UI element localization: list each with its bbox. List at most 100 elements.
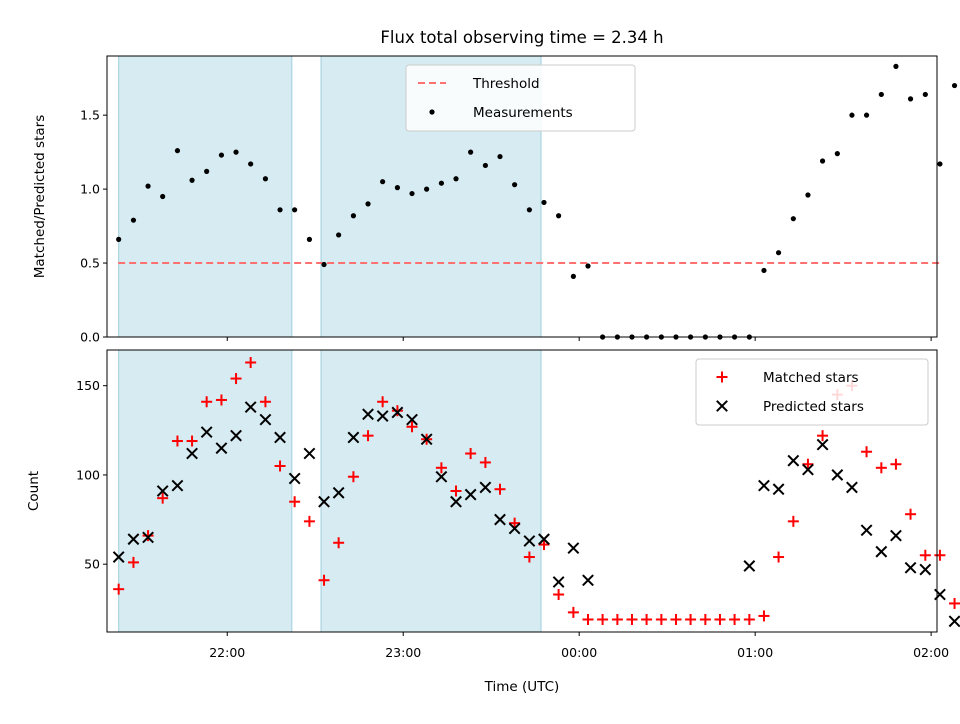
bottom-point-x-8: [230, 429, 242, 442]
bottom-point-x-36-b: [787, 454, 800, 467]
bottom-point-x-27: [508, 522, 521, 535]
bottom-point-x-6: [200, 426, 213, 439]
bottom-point-plus-18: [377, 396, 389, 408]
bottom-point-x-33-b: [743, 560, 756, 572]
bottom-point-x-46-b: [934, 588, 946, 601]
bottom-point-x-4-b: [171, 479, 184, 492]
bottom-point-x-11: [274, 431, 286, 444]
bottom-point-x-10: [259, 413, 272, 426]
bottom-point-x-6-b: [200, 426, 213, 439]
bottom-point-x-1-b: [127, 533, 140, 546]
bottom-point-plus-2: [142, 530, 154, 542]
bottom-axes-frame: [106, 349, 938, 633]
top-point-dot-52: [878, 91, 884, 98]
top-point-dot-24: [468, 149, 474, 155]
top-point-dot-29: [541, 199, 547, 206]
top-axes-frame: [106, 55, 938, 338]
bottom-point-plus-44: [758, 610, 770, 622]
bottom-point-x-25: [479, 481, 492, 494]
bottom-point-x-7: [215, 442, 228, 455]
bottom-point-x-41-b: [860, 524, 873, 537]
top-legend-swatch-1: [429, 109, 435, 115]
top-point-dot-20: [409, 190, 415, 197]
bottom-point-x-43: [890, 529, 902, 542]
bottom-point-x-38: [816, 438, 829, 451]
bottom-y-tick-label-1: 100: [76, 467, 100, 482]
top-point-dot-17: [365, 201, 371, 207]
top-point-dot-48: [819, 158, 826, 164]
bottom-point-plus-20: [406, 421, 418, 433]
top-point-dot-5: [189, 177, 195, 183]
bottom-point-x-14: [318, 495, 330, 508]
bottom-point-plus-37: [655, 614, 667, 626]
bottom-point-x-34: [758, 479, 770, 492]
bottom-point-plus-48: [817, 430, 829, 442]
top-point-dot-49: [834, 151, 840, 157]
bottom-point-plus-55: [919, 549, 931, 561]
bottom-point-plus-52: [875, 462, 887, 474]
bottom-point-plus-34: [611, 614, 623, 626]
bottom-point-plus-32: [582, 614, 594, 626]
top-point-dot-32: [585, 263, 591, 269]
bottom-point-x-14-b: [318, 495, 330, 508]
bottom-point-x-45-b: [919, 563, 932, 576]
top-point-dot-30: [556, 213, 562, 219]
bottom-point-plus-15: [333, 537, 345, 549]
x-axis-label: Time (UTC): [484, 679, 560, 695]
bottom-y-tick-label-0: 50: [84, 557, 100, 572]
bottom-point-x-46: [934, 588, 946, 601]
bottom-point-x-20: [406, 413, 418, 426]
top-y-axis-label: Matched/Predicted stars: [32, 115, 48, 278]
bottom-point-plus-4: [171, 435, 183, 447]
top-point-dot-12: [292, 207, 298, 213]
top-point-dot-46: [790, 216, 796, 222]
bottom-point-x-15-b: [332, 486, 345, 499]
bottom-point-plus-27: [509, 517, 521, 529]
top-point-dot-26: [497, 153, 503, 160]
bottom-point-plus-10: [259, 396, 271, 408]
top-point-dot-53: [893, 63, 899, 69]
bottom-point-x-2-b: [142, 531, 154, 544]
bottom-point-plus-6: [201, 396, 213, 408]
bottom-point-plus-57: [949, 597, 960, 609]
top-point-dot-3: [160, 193, 166, 200]
bottom-point-x-33: [743, 560, 756, 572]
bottom-point-x-31: [567, 542, 580, 555]
top-point-dot-1: [130, 217, 137, 223]
bottom-point-x-26: [494, 513, 506, 526]
top-point-dot-13: [306, 236, 313, 242]
bottom-point-x-24: [464, 488, 477, 501]
top-point-dot-16: [350, 213, 357, 219]
bottom-point-x-30: [552, 576, 565, 588]
top-point-dot-57: [951, 82, 958, 89]
bottom-point-plus-28: [523, 551, 535, 563]
bottom-point-plus-22: [435, 462, 447, 474]
top-legend-box: [405, 64, 636, 132]
bottom-point-x-9: [244, 401, 257, 414]
bottom-point-x-34-b: [758, 479, 770, 492]
bottom-point-plus-8: [230, 373, 242, 385]
bottom-point-x-25-b: [479, 481, 492, 494]
top-y-tick-label-2: 1.0: [80, 182, 100, 197]
bottom-point-x-28-b: [523, 535, 536, 547]
top-point-dot-28: [526, 207, 532, 213]
bottom-point-plus-45: [773, 551, 785, 563]
bottom-point-x-39: [831, 469, 844, 481]
bottom-point-x-17-b: [362, 408, 374, 421]
bottom-legend-label-0: Matched stars: [763, 370, 859, 386]
bottom-point-x-18-b: [376, 410, 389, 422]
bottom-point-plus-40: [699, 614, 711, 626]
bottom-point-plus-46: [787, 515, 799, 527]
x-tick-label-2: 00:00: [561, 645, 597, 660]
x-tick-label-1: 23:00: [385, 645, 421, 660]
top-point-dot-8: [233, 149, 239, 155]
bottom-point-x-2: [142, 531, 154, 544]
bottom-point-x-13-b: [303, 447, 316, 460]
bottom-legend-swatch-1: [716, 400, 728, 412]
bottom-point-x-1: [127, 533, 140, 546]
top-point-dot-47: [805, 192, 811, 198]
bottom-point-x-3: [156, 485, 169, 497]
bottom-point-x-23-b: [450, 495, 462, 508]
bottom-point-x-0-b: [112, 551, 125, 563]
